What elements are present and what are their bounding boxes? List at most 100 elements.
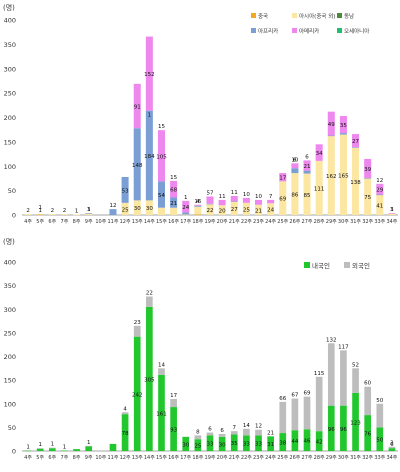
chart-top-data-labels: 2 11 2 2 1 3112255330148913018411521554105152… bbox=[26, 72, 394, 215]
chart-top-bar-segment bbox=[303, 160, 311, 171]
chart-top-x-tick-label: 30주 bbox=[338, 219, 349, 225]
chart-bottom-bar-domestic bbox=[315, 431, 323, 451]
chart-bottom-x-tick-label: 29주 bbox=[326, 455, 337, 461]
chart-top-data-label: 1 bbox=[390, 207, 394, 213]
chart-top-bar-segment bbox=[230, 201, 238, 215]
chart-top-data-label: 1 bbox=[38, 208, 42, 214]
chart-top-bar-segment bbox=[121, 202, 129, 215]
chart-bottom-data-label-domestic: 44 bbox=[291, 439, 298, 445]
chart-top-legend-swatch bbox=[337, 28, 342, 33]
chart-top-data-label: 39 bbox=[364, 167, 371, 173]
chart-bottom-data-label-domestic: 1 bbox=[26, 445, 30, 451]
chart-top-x-tick-label: 23주 bbox=[253, 219, 264, 225]
chart-top-bar-segment bbox=[145, 110, 153, 201]
chart-bottom-data-label-foreign: 115 bbox=[314, 371, 325, 377]
chart-bottom-data-label-domestic: 161 bbox=[156, 411, 167, 417]
chart-bottom-x-tick-label: 12주 bbox=[120, 455, 131, 461]
chart-top-bar-segment bbox=[230, 195, 238, 202]
chart-bottom-x-tick-label: 23주 bbox=[253, 455, 264, 461]
chart-top-bar-segment bbox=[194, 204, 202, 206]
chart-bottom-bar-foreign bbox=[194, 435, 202, 440]
chart-top-x-tick-label: 17주 bbox=[180, 219, 191, 225]
chart-top-data-label: 7 bbox=[269, 194, 273, 200]
chart-bottom-x-tick-label: 4주 bbox=[24, 455, 32, 461]
chart-top-data-label: 6 bbox=[293, 157, 297, 163]
chart-top-bar-segment bbox=[327, 135, 335, 137]
chart-bottom-data-label-foreign: 117 bbox=[338, 344, 349, 350]
chart-bottom-x-tick-label: 26주 bbox=[289, 455, 300, 461]
chart-top-y-tick-label: 300 bbox=[4, 65, 16, 73]
chart-top-data-label: 105 bbox=[156, 154, 167, 160]
chart-top-data-label: 22 bbox=[207, 208, 214, 214]
chart-top-bar-segment bbox=[157, 181, 166, 208]
chart-bottom-data-label-domestic: 30 bbox=[182, 442, 189, 448]
chart-bottom-data-label-domestic: 6 bbox=[390, 442, 394, 448]
chart-top-bar-segment bbox=[242, 202, 250, 215]
chart-bottom-x-tick-label: 11주 bbox=[107, 455, 118, 461]
chart-top-bar-segment bbox=[303, 170, 311, 174]
chart-bottom-y-tick-label: 100 bbox=[4, 400, 16, 408]
chart-top-bar-segment bbox=[182, 214, 190, 216]
chart-top-bar-segment bbox=[267, 203, 275, 215]
chart-bottom-data-label-foreign: 21 bbox=[267, 430, 274, 436]
chart-top-data-label: 6 bbox=[305, 154, 309, 160]
chart-top-data-label: 17 bbox=[279, 176, 286, 182]
chart-bottom-data-label-domestic: 30 bbox=[219, 442, 226, 448]
chart-top-bar-segment bbox=[85, 213, 93, 214]
chart-top-data-label: 11 bbox=[231, 190, 238, 196]
chart-bottom-data-label-domestic: 42 bbox=[316, 440, 323, 446]
chart-bottom-bar-foreign bbox=[230, 431, 238, 435]
chart-bottom-bar-domestic bbox=[73, 449, 80, 451]
chart-top-data-label: 2 bbox=[26, 208, 30, 214]
chart-top-bar-segment bbox=[85, 213, 93, 215]
chart-top-x-tick-label: 7주 bbox=[61, 219, 69, 225]
chart-bottom-bar-foreign bbox=[218, 433, 226, 437]
chart-bottom-bar-domestic bbox=[85, 446, 93, 451]
chart-bottom-x-tick-label: 28주 bbox=[314, 455, 325, 461]
chart-bottom-data-label-foreign: 132 bbox=[326, 337, 337, 343]
chart-bottom-x-tick-label: 16주 bbox=[168, 455, 179, 461]
chart-bottom-x-tick-label: 15주 bbox=[156, 455, 167, 461]
chart-bottom-bar-domestic bbox=[36, 448, 44, 451]
chart-top-legend-label: 아메리카 bbox=[299, 27, 319, 35]
chart-top-data-label: 75 bbox=[364, 195, 371, 201]
chart-top-data-label: 11 bbox=[219, 194, 226, 200]
chart-top-x-tick-label: 6주 bbox=[48, 219, 56, 225]
chart-top-bar-segment bbox=[376, 183, 384, 195]
chart-top-bar-segment bbox=[267, 199, 275, 204]
chart-bottom-data-label-foreign: 8 bbox=[196, 429, 200, 435]
chart-bottom-bar-domestic bbox=[255, 435, 262, 451]
chart-bottom-x-tick-label: 34주 bbox=[386, 455, 397, 461]
chart-bottom-x-tick-label: 14주 bbox=[144, 455, 155, 461]
chart-top-legend-label: 오세아니아 bbox=[344, 27, 369, 35]
chart-bottom-legend-swatch bbox=[344, 262, 350, 268]
chart-top-bar-segment bbox=[388, 213, 396, 215]
chart-top-data-label: 148 bbox=[132, 163, 143, 169]
chart-top-data-label: 138 bbox=[350, 180, 361, 186]
chart-top-data-label: 27 bbox=[231, 207, 238, 213]
chart-top-x-tick-label: 24주 bbox=[265, 219, 276, 225]
chart-top-data-label: 184 bbox=[144, 154, 155, 160]
chart-bottom-x-tick-label: 6주 bbox=[48, 455, 56, 461]
chart-bottom-y-tick-label: 350 bbox=[4, 282, 16, 290]
chart-bottom-bar-foreign bbox=[291, 398, 299, 431]
chart-bottom-data-label-foreign: 1 bbox=[87, 440, 91, 446]
chart-bottom-data-label-foreign: 60 bbox=[364, 381, 371, 387]
chart-top-bar-segment bbox=[206, 203, 214, 205]
chart-top-data-label: 3 bbox=[390, 207, 394, 213]
chart-bottom-bar-foreign bbox=[243, 428, 250, 436]
chart-top-bar-segment bbox=[303, 173, 311, 215]
chart-top-data-label: 86 bbox=[291, 193, 298, 199]
chart-top-x-tick-label: 9주 bbox=[85, 219, 93, 225]
chart-bottom-bar-domestic bbox=[146, 306, 153, 451]
chart-top-y-tick-label: 100 bbox=[4, 163, 16, 171]
chart-bottom-bar-domestic bbox=[170, 407, 177, 451]
chart-top-data-label: 1 bbox=[184, 195, 188, 201]
chart-top-bar-segment bbox=[218, 199, 226, 206]
chart-top-bar-segment bbox=[194, 214, 202, 216]
chart-bottom-bar-domestic bbox=[158, 374, 165, 451]
chart-top-bar-segment bbox=[133, 83, 141, 129]
chart-top-bar-segment bbox=[194, 205, 202, 207]
chart-bottom-y-tick-label: 0 bbox=[12, 448, 16, 456]
